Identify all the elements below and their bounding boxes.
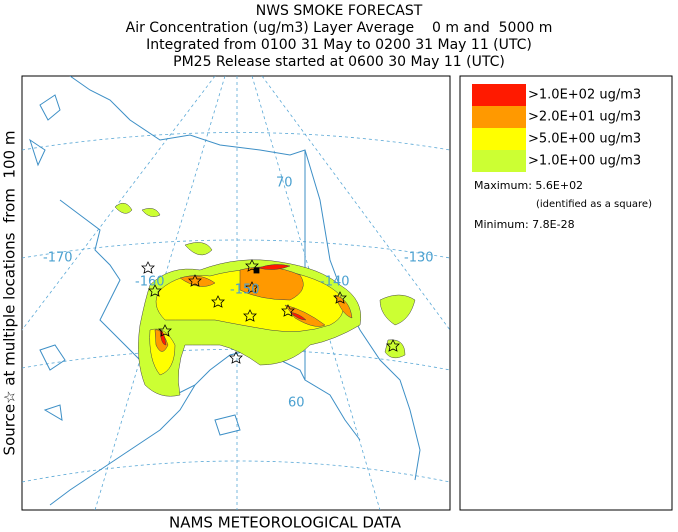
legend: >1.0E+02 ug/m3 >2.0E+01 ug/m3 >5.0E+00 ug/… — [459, 75, 673, 511]
legend-swatch — [472, 150, 526, 172]
lat-line — [22, 460, 450, 483]
lon-line — [22, 76, 216, 331]
map-label: 70 — [276, 176, 293, 191]
map-label: -130 — [404, 251, 434, 266]
lat-line — [22, 132, 450, 151]
legend-label: >1.0E+00 ug/m3 — [528, 154, 641, 169]
map: 70 60 -170 -160 -150 -140 -130 — [21, 75, 451, 511]
map-label: -160 — [135, 275, 165, 290]
legend-label: >2.0E+01 ug/m3 — [528, 110, 641, 125]
sources — [141, 259, 400, 364]
subtitle: Integrated from 0100 31 May to 0200 31 M… — [146, 37, 532, 53]
subtitle: Air Concentration (ug/m3) Layer Average … — [126, 20, 553, 36]
legend-swatch — [472, 128, 526, 150]
legend-label: >5.0E+00 ug/m3 — [528, 132, 641, 147]
legend-swatch — [472, 106, 526, 128]
lon-line — [261, 76, 450, 331]
lat-line — [22, 239, 450, 259]
subtitle: PM25 Release started at 0600 30 May 11 (… — [173, 54, 505, 70]
coastline — [39, 344, 241, 436]
smoke — [114, 202, 416, 397]
legend-swatch — [472, 84, 526, 106]
maximum-note: (identified as a square) — [536, 199, 652, 210]
side-label: Source☆ at multiple locations from 100 m — [1, 131, 19, 456]
title: NWS SMOKE FORECAST — [256, 3, 423, 19]
map-label: -170 — [43, 251, 73, 266]
coastline — [29, 94, 61, 167]
footer: NAMS METEOROLOGICAL DATA — [169, 514, 402, 532]
map-label: -150 — [230, 283, 260, 298]
map-label: -140 — [320, 275, 350, 290]
map-label: 60 — [288, 396, 305, 411]
minimum: Minimum: 7.8E-28 — [474, 218, 575, 231]
legend-label: >1.0E+02 ug/m3 — [528, 88, 641, 103]
maximum: Maximum: 5.6E+02 — [474, 179, 583, 192]
